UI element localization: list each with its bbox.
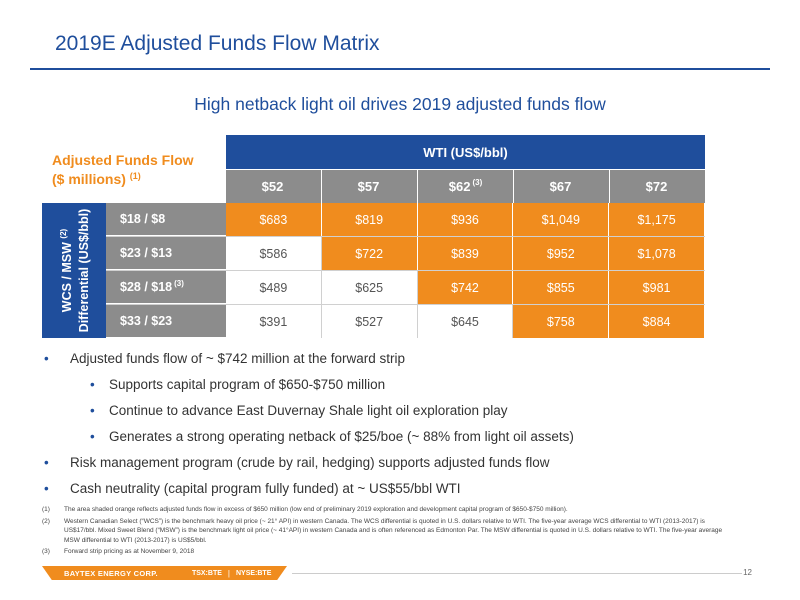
bullet-list: • Adjusted funds flow of ~ $742 million a… <box>44 350 764 506</box>
differential-cell: $23 / $13 <box>106 237 226 270</box>
ticker-nyse: NYSE:BTE <box>235 569 272 577</box>
wti-header: WTI (US$/bbl) <box>226 135 705 169</box>
footnotes: (1) The area shaded orange reflects adjus… <box>42 505 732 559</box>
bullet-dot-icon: • <box>90 429 95 444</box>
bullet-dot-icon: • <box>44 455 49 470</box>
value-cell: $855 <box>513 271 610 304</box>
value-cell: $1,175 <box>609 203 705 236</box>
matrix-label: Adjusted Funds Flow ($ millions) (1) <box>52 151 222 189</box>
side-label-line2: Differential (US$/bbl) <box>77 208 92 333</box>
footnote-text: The area shaded orange reflects adjusted… <box>64 506 568 513</box>
value-cell: $981 <box>609 271 705 304</box>
value-cell: $391 <box>226 305 322 338</box>
differential-cell: $33 / $23 <box>106 305 226 338</box>
bullet-item: • Generates a strong operating netback of… <box>44 428 764 454</box>
page-title: 2019E Adjusted Funds Flow Matrix <box>55 32 380 55</box>
bullet-dot-icon: • <box>90 403 95 418</box>
value-cell: $625 <box>321 271 418 304</box>
value-cell: $819 <box>321 203 418 236</box>
footnote-text: Forward strip pricing as at November 9, … <box>64 548 195 555</box>
ticker-tsx: TSX:BTE <box>191 569 222 577</box>
matrix-label-line2: ($ millions) <box>52 171 126 187</box>
value-cell: $722 <box>321 237 418 270</box>
footnote: (1) The area shaded orange reflects adjus… <box>42 505 732 515</box>
bullet-item: • Continue to advance East Duvernay Shale… <box>44 402 764 428</box>
matrix-label-line1: Adjusted Funds Flow <box>52 152 194 168</box>
value-cell: $645 <box>417 305 514 338</box>
bullet-dot-icon: • <box>44 351 49 366</box>
bullet-item: • Cash neutrality (capital program fully … <box>44 480 764 506</box>
price-header-cell: $67 <box>514 170 610 203</box>
value-cell: $586 <box>226 237 322 270</box>
value-cell: $1,049 <box>513 203 610 236</box>
bullet-item: • Risk management program (crude by rail,… <box>44 454 764 480</box>
price-header-cell: $57 <box>322 170 418 203</box>
bullet-text: Adjusted funds flow of ~ $742 million at… <box>70 351 406 366</box>
value-cell: $489 <box>226 271 322 304</box>
value-cell: $683 <box>226 203 322 236</box>
value-cell: $839 <box>417 237 514 270</box>
bullet-text: Generates a strong operating netback of … <box>109 429 574 444</box>
differential-cell: $28 / $18 (3) <box>106 271 226 304</box>
footnote-number: (1) <box>42 506 50 513</box>
footnote-text: Western Canadian Select (“WCS”) is the b… <box>64 517 723 544</box>
value-cell: $1,078 <box>609 237 705 270</box>
value-cell: $742 <box>417 271 514 304</box>
value-cell: $936 <box>417 203 514 236</box>
matrix-row: $23 / $13 $586 $722 $839 $952 $1,078 <box>106 237 705 271</box>
brand-name: BAYTEX ENERGY CORP. <box>64 568 158 578</box>
matrix-row: $18 / $8 $683 $819 $936 $1,049 $1,175 <box>106 203 705 237</box>
price-header-cell: $72 <box>610 170 705 203</box>
matrix-row: $33 / $23 $391 $527 $645 $758 $884 <box>106 305 705 338</box>
bullet-text: Supports capital program of $650-$750 mi… <box>109 377 386 392</box>
title-rule <box>30 68 770 70</box>
footnote-number: (2) <box>42 517 50 525</box>
footnote-number: (3) <box>42 548 50 555</box>
matrix-label-note: (1) <box>129 171 141 181</box>
differential-side-label: WCS / MSW (2) Differential (US$/bbl) <box>42 203 106 338</box>
page-number: 12 <box>743 568 752 577</box>
footer-divider <box>292 573 742 574</box>
value-cell: $952 <box>513 237 610 270</box>
bullet-item: • Supports capital program of $650-$750 m… <box>44 376 764 402</box>
differential-cell: $18 / $8 <box>106 203 226 236</box>
bullet-item: • Adjusted funds flow of ~ $742 million a… <box>44 350 764 376</box>
price-header-row: $52 $57 $62 (3) $67 $72 <box>226 170 705 203</box>
side-label-note: (2) <box>58 228 68 239</box>
bullet-text: Risk management program (crude by rail, … <box>70 455 550 470</box>
matrix-grid: $18 / $8 $683 $819 $936 $1,049 $1,175 $23 / $1… <box>106 203 705 338</box>
matrix-row: $28 / $18 (3) $489 $625 $742 $855 $981 <box>106 271 705 305</box>
page-subtitle: High netback light oil drives 2019 adjus… <box>194 94 606 114</box>
bullet-text: Continue to advance East Duvernay Shale … <box>109 403 508 418</box>
price-header-cell: $52 <box>226 170 322 203</box>
value-cell: $758 <box>513 305 610 338</box>
bullet-text: Cash neutrality (capital program fully f… <box>70 481 461 496</box>
value-cell: $884 <box>609 305 705 338</box>
footnote: (3) Forward strip pricing as at November … <box>42 547 732 557</box>
side-label-line1: WCS / MSW <box>60 242 75 313</box>
footnote: (2) Western Canadian Select (“WCS”) is th… <box>42 517 732 546</box>
brand-bar: BAYTEX ENERGY CORP. TSX:BTE | NYSE:BTE <box>42 566 287 580</box>
value-cell: $527 <box>321 305 418 338</box>
bullet-dot-icon: • <box>44 481 49 496</box>
footer: BAYTEX ENERGY CORP. TSX:BTE | NYSE:BTE 1… <box>30 566 770 582</box>
ticker-separator: | <box>227 568 230 578</box>
price-header-cell: $62 (3) <box>418 170 514 203</box>
bullet-dot-icon: • <box>90 377 95 392</box>
